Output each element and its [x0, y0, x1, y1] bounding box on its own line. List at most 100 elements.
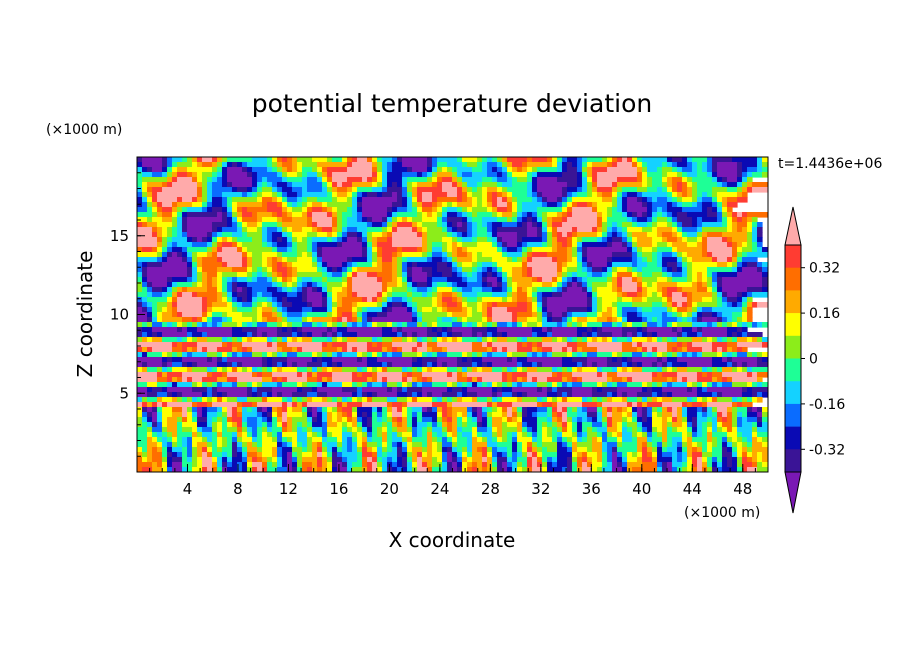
heatmap-cell [312, 412, 318, 418]
heatmap-cell [402, 267, 408, 273]
heatmap-cell [217, 357, 223, 363]
heatmap-cell [362, 417, 368, 423]
heatmap-cell [537, 277, 543, 283]
heatmap-cell [592, 397, 598, 403]
heatmap-cell [457, 222, 463, 228]
heatmap-cell [652, 227, 658, 233]
heatmap-cell [582, 362, 588, 368]
heatmap-cell [562, 242, 568, 248]
heatmap-cell [222, 262, 228, 268]
heatmap-cell [712, 282, 718, 288]
heatmap-cell [382, 337, 393, 343]
heatmap-cell [357, 412, 363, 418]
heatmap-cell [142, 192, 148, 198]
heatmap-cell [307, 212, 313, 218]
heatmap-cell [187, 407, 193, 413]
heatmap-cell [462, 217, 468, 223]
heatmap-cell [152, 417, 158, 423]
heatmap-cell [552, 347, 563, 353]
heatmap-cell [477, 267, 483, 273]
heatmap-cell [347, 232, 358, 238]
heatmap-cell [697, 377, 713, 383]
heatmap-cell [137, 377, 158, 383]
heatmap-cell [562, 367, 568, 373]
heatmap-cell [552, 427, 558, 433]
heatmap-cell [667, 202, 673, 208]
heatmap-cell [507, 162, 513, 168]
heatmap-cell [542, 422, 548, 428]
heatmap-cell [687, 267, 693, 273]
heatmap-cell [352, 392, 358, 398]
heatmap-cell [707, 447, 713, 453]
heatmap-cell [492, 167, 498, 173]
heatmap-cell [147, 192, 153, 198]
heatmap-cell [237, 377, 263, 383]
heatmap-cell [197, 282, 203, 288]
heatmap-cell [287, 362, 293, 368]
heatmap-cell [587, 432, 598, 438]
heatmap-cell [267, 407, 273, 413]
heatmap-cell [357, 157, 368, 163]
heatmap-cell [212, 397, 218, 403]
heatmap-cell [172, 397, 178, 403]
heatmap-cell [207, 387, 213, 393]
heatmap-cell [477, 232, 488, 238]
heatmap-cell [382, 422, 388, 428]
heatmap-cell [197, 252, 208, 258]
heatmap-cell [522, 267, 528, 273]
heatmap-cell [462, 267, 473, 273]
heatmap-cell [457, 267, 463, 273]
heatmap-cell [382, 442, 388, 448]
heatmap-cell [722, 427, 728, 433]
heatmap-cell [487, 162, 498, 168]
heatmap-cell [277, 417, 283, 423]
heatmap-cell [642, 432, 648, 438]
heatmap-cell [147, 317, 153, 323]
heatmap-cell [602, 197, 613, 203]
heatmap-cell [272, 212, 278, 218]
heatmap-cell [227, 422, 233, 428]
heatmap-cell [197, 427, 203, 433]
heatmap-cell [607, 212, 613, 218]
heatmap-cell [527, 447, 533, 453]
heatmap-cell [457, 397, 463, 403]
heatmap-cell [432, 327, 438, 333]
heatmap-cell [597, 227, 603, 233]
heatmap-cell [452, 442, 458, 448]
heatmap-cell [527, 272, 533, 278]
heatmap-cell [562, 437, 568, 443]
heatmap-cell [167, 322, 173, 328]
heatmap-cell [622, 327, 638, 333]
heatmap-cell [242, 322, 248, 328]
heatmap-cell [522, 242, 528, 248]
heatmap-cell [402, 157, 428, 163]
heatmap-cell [447, 192, 458, 198]
heatmap-cell [157, 392, 168, 398]
heatmap-cell [577, 347, 583, 353]
heatmap-cell [482, 412, 488, 418]
heatmap-cell [577, 247, 583, 253]
heatmap-cell [262, 257, 268, 263]
heatmap-cell [287, 242, 293, 248]
heatmap-cell [682, 352, 688, 358]
heatmap-cell [207, 252, 213, 258]
heatmap-cell [287, 287, 293, 293]
heatmap-cell [162, 247, 168, 253]
heatmap-cell [682, 172, 688, 178]
heatmap-cell [387, 402, 393, 408]
heatmap-cell [217, 252, 243, 258]
heatmap-cell [727, 407, 733, 413]
heatmap-cell [262, 422, 268, 428]
heatmap-cell [322, 257, 348, 263]
heatmap-cell [497, 327, 533, 333]
heatmap-cell [662, 452, 673, 458]
heatmap-cell [382, 432, 388, 438]
heatmap-cell [642, 202, 648, 208]
heatmap-cell [747, 217, 753, 223]
heatmap-cell [327, 232, 333, 238]
heatmap-cell [682, 262, 688, 268]
heatmap-cell [697, 277, 703, 283]
heatmap-cell [187, 322, 193, 328]
heatmap-cell [202, 192, 208, 198]
heatmap-cell [727, 317, 733, 323]
